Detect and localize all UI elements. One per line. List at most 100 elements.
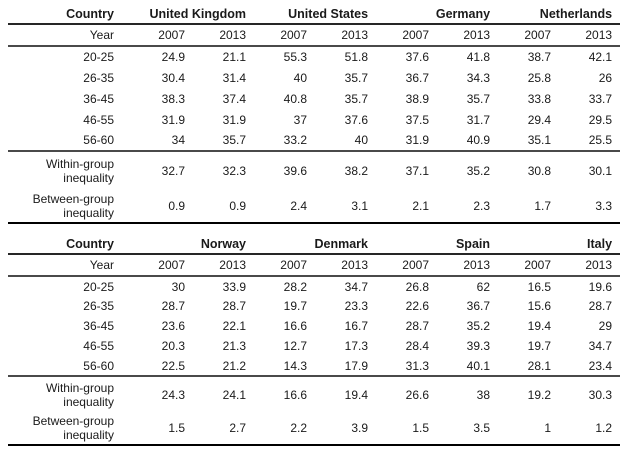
summary-value-cell: 3.5 xyxy=(473,421,491,435)
year-cell: 2013 xyxy=(341,28,369,42)
value-cell: 25.5 xyxy=(588,133,613,147)
value-cell: 29.5 xyxy=(588,112,613,127)
country-header-cell: Denmark xyxy=(314,237,369,251)
table-row: 46-55 31.9 31.9 37 37.6 37.5 31.7 29.4 29.5 xyxy=(8,109,620,130)
summary-value-cell: 30.1 xyxy=(588,163,613,178)
table-row: 20-25 24.9 21.1 55.3 51.8 37.6 41.8 38.7 42.1 xyxy=(8,46,620,67)
summary-value-cell: 2.3 xyxy=(473,198,491,213)
value-cell: 34 xyxy=(171,133,185,147)
table-row: 26-35 28.7 28.7 19.7 23.3 22.6 36.7 15.6 28.7 xyxy=(8,296,620,316)
summary-value-cell: 1.2 xyxy=(595,421,613,435)
value-cell: 38.9 xyxy=(405,91,430,106)
value-cell: 37.6 xyxy=(405,50,430,64)
value-cell: 26.8 xyxy=(405,279,429,294)
year-cell: 2013 xyxy=(341,258,368,272)
value-cell: 36.7 xyxy=(405,70,430,85)
year-row-label: Year xyxy=(89,28,114,42)
table-row: 36-45 38.3 37.4 40.8 35.7 38.9 35.7 33.8 33.7 xyxy=(8,88,620,109)
value-cell: 23.6 xyxy=(161,319,185,333)
summary-value-cell: 19.4 xyxy=(344,387,368,402)
country-column-label: Country xyxy=(66,7,114,21)
summary-row-label: Between-group inequality xyxy=(32,191,114,220)
summary-value-cell: 19.2 xyxy=(527,387,552,402)
summary-value-cell: 2.4 xyxy=(290,198,308,213)
value-cell: 26 xyxy=(598,70,613,85)
year-cell: 2007 xyxy=(280,28,308,42)
inequality-table-panel-2: Country Norway Denmark Spain Italy Year 2007 20… xyxy=(8,237,621,446)
age-group-label: 46-55 xyxy=(83,339,114,353)
value-cell: 22.5 xyxy=(161,358,185,373)
country-header-cell: Germany xyxy=(435,7,491,21)
value-cell: 28.7 xyxy=(222,299,246,313)
summary-row: Within-group inequality 32.7 32.3 39.6 38.2 3… xyxy=(8,151,620,189)
summary-value-cell: 1 xyxy=(544,421,552,435)
country-header-cell: United Kingdom xyxy=(149,7,247,21)
summary-value-cell: 26.6 xyxy=(405,387,429,402)
year-cell: 2013 xyxy=(585,258,613,272)
summary-row: Between-group inequality 0.9 0.9 2.4 3.1 2.1 2… xyxy=(8,189,620,223)
value-cell: 29 xyxy=(598,319,613,333)
value-cell: 42.1 xyxy=(588,50,613,64)
value-cell: 17.9 xyxy=(344,358,368,373)
age-group-label: 26-35 xyxy=(83,70,114,85)
summary-row: Within-group inequality 24.3 24.1 16.6 19.4 2… xyxy=(8,376,620,412)
year-cell: 2013 xyxy=(463,258,491,272)
country-header-cell: United States xyxy=(288,7,369,21)
age-group-label: 56-60 xyxy=(83,133,114,147)
year-cell: 2013 xyxy=(585,28,613,42)
value-cell: 23.4 xyxy=(588,358,613,373)
value-cell: 19.6 xyxy=(588,279,613,294)
summary-value-cell: 24.1 xyxy=(222,387,246,402)
table-sheet: Country United Kingdom United States German… xyxy=(8,7,621,446)
summary-row-label: Between-group inequality xyxy=(32,414,114,442)
value-cell: 28.7 xyxy=(588,299,613,313)
value-cell: 31.9 xyxy=(222,112,247,127)
value-cell: 19.7 xyxy=(527,339,552,353)
value-cell: 39.3 xyxy=(466,339,491,353)
value-cell: 28.7 xyxy=(405,319,429,333)
summary-row: Between-group inequality 1.5 2.7 2.2 3.9 1.5 3… xyxy=(8,412,620,445)
summary-value-cell: 32.3 xyxy=(222,163,247,178)
summary-value-cell: 1.5 xyxy=(168,421,185,435)
value-cell: 33.8 xyxy=(527,91,552,106)
value-cell: 19.4 xyxy=(527,319,552,333)
value-cell: 16.6 xyxy=(283,319,307,333)
value-cell: 21.2 xyxy=(222,358,246,373)
value-cell: 35.2 xyxy=(466,319,491,333)
summary-value-cell: 3.3 xyxy=(595,198,613,213)
age-group-label: 36-45 xyxy=(83,319,114,333)
year-cell: 2007 xyxy=(524,28,552,42)
country-header-cell: Spain xyxy=(455,237,491,251)
value-cell: 31.7 xyxy=(466,112,491,127)
summary-value-cell: 30.3 xyxy=(588,387,613,402)
value-cell: 38.7 xyxy=(527,50,552,64)
value-cell: 28.7 xyxy=(161,299,185,313)
value-cell: 40.1 xyxy=(466,358,491,373)
country-column-label: Country xyxy=(66,237,114,251)
value-cell: 40 xyxy=(354,133,369,147)
value-cell: 29.4 xyxy=(527,112,552,127)
value-cell: 23.3 xyxy=(344,299,368,313)
summary-value-cell: 2.7 xyxy=(229,421,246,435)
value-cell: 30.4 xyxy=(161,70,185,85)
summary-value-cell: 32.7 xyxy=(161,163,185,178)
value-cell: 37 xyxy=(293,112,308,127)
summary-value-cell: 30.8 xyxy=(527,163,552,178)
value-cell: 40.9 xyxy=(466,133,491,147)
value-cell: 28.4 xyxy=(405,339,429,353)
value-cell: 24.9 xyxy=(161,50,185,64)
value-cell: 28.1 xyxy=(527,358,552,373)
year-cell: 2007 xyxy=(280,258,307,272)
value-cell: 15.6 xyxy=(527,299,552,313)
value-cell: 40 xyxy=(293,70,308,85)
age-group-label: 26-35 xyxy=(83,299,114,313)
summary-value-cell: 35.2 xyxy=(466,163,491,178)
value-cell: 41.8 xyxy=(466,50,491,64)
age-group-label: 56-60 xyxy=(83,358,114,373)
value-cell: 17.3 xyxy=(344,339,368,353)
summary-value-cell: 39.6 xyxy=(283,163,308,178)
age-group-label: 46-55 xyxy=(83,112,114,127)
country-header-row: Country Norway Denmark Spain Italy xyxy=(8,237,621,254)
age-group-label: 20-25 xyxy=(83,279,114,294)
year-header-row: Year 2007 2013 2007 2013 2007 2013 2007 2013 xyxy=(8,254,621,276)
